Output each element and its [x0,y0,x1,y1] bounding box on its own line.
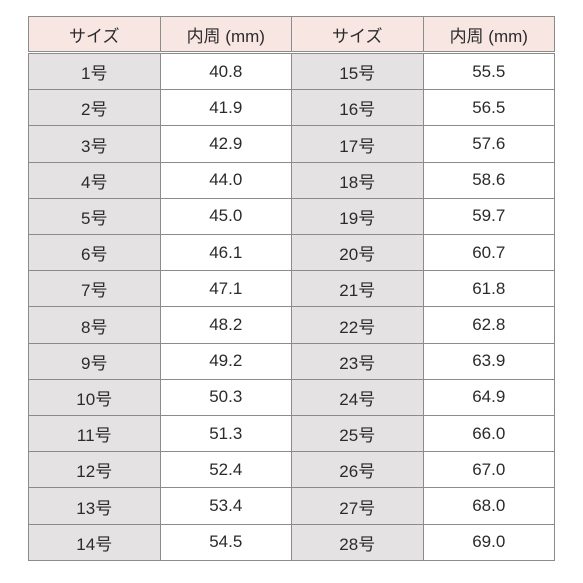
size-cell: 22号 [292,307,424,343]
ring-size-table: サイズ 内周 (mm) サイズ 内周 (mm) 1号40.815号55.52号4… [28,16,555,561]
size-cell: 15号 [292,53,424,90]
value-cell: 54.5 [160,524,292,560]
value-cell: 51.3 [160,416,292,452]
value-cell: 40.8 [160,53,292,90]
value-cell: 53.4 [160,488,292,524]
table-container: サイズ 内周 (mm) サイズ 内周 (mm) 1号40.815号55.52号4… [0,0,583,583]
value-cell: 60.7 [423,235,555,271]
value-cell: 62.8 [423,307,555,343]
size-cell: 1号 [29,53,161,90]
table-row: 10号50.324号64.9 [29,379,555,415]
value-cell: 55.5 [423,53,555,90]
value-cell: 66.0 [423,416,555,452]
size-cell: 2号 [29,90,161,126]
header-circ-1: 内周 (mm) [160,17,292,53]
table-row: 3号42.917号57.6 [29,126,555,162]
table-header: サイズ 内周 (mm) サイズ 内周 (mm) [29,17,555,53]
size-cell: 9号 [29,343,161,379]
size-cell: 18号 [292,162,424,198]
table-row: 12号52.426号67.0 [29,452,555,488]
size-cell: 25号 [292,416,424,452]
size-cell: 21号 [292,271,424,307]
value-cell: 64.9 [423,379,555,415]
size-cell: 10号 [29,379,161,415]
value-cell: 56.5 [423,90,555,126]
size-cell: 24号 [292,379,424,415]
size-cell: 26号 [292,452,424,488]
value-cell: 46.1 [160,235,292,271]
value-cell: 47.1 [160,271,292,307]
table-row: 2号41.916号56.5 [29,90,555,126]
value-cell: 67.0 [423,452,555,488]
value-cell: 49.2 [160,343,292,379]
size-cell: 4号 [29,162,161,198]
value-cell: 58.6 [423,162,555,198]
table-row: 13号53.427号68.0 [29,488,555,524]
size-cell: 20号 [292,235,424,271]
size-cell: 12号 [29,452,161,488]
size-cell: 16号 [292,90,424,126]
value-cell: 48.2 [160,307,292,343]
size-cell: 6号 [29,235,161,271]
table-row: 11号51.325号66.0 [29,416,555,452]
size-cell: 14号 [29,524,161,560]
header-size-1: サイズ [29,17,161,53]
size-cell: 3号 [29,126,161,162]
value-cell: 45.0 [160,198,292,234]
value-cell: 59.7 [423,198,555,234]
size-cell: 19号 [292,198,424,234]
header-row: サイズ 内周 (mm) サイズ 内周 (mm) [29,17,555,53]
value-cell: 61.8 [423,271,555,307]
value-cell: 50.3 [160,379,292,415]
size-cell: 11号 [29,416,161,452]
value-cell: 44.0 [160,162,292,198]
value-cell: 57.6 [423,126,555,162]
size-cell: 27号 [292,488,424,524]
table-row: 4号44.018号58.6 [29,162,555,198]
size-cell: 28号 [292,524,424,560]
table-row: 5号45.019号59.7 [29,198,555,234]
value-cell: 41.9 [160,90,292,126]
value-cell: 69.0 [423,524,555,560]
value-cell: 52.4 [160,452,292,488]
table-body: 1号40.815号55.52号41.916号56.53号42.917号57.64… [29,53,555,561]
value-cell: 63.9 [423,343,555,379]
value-cell: 68.0 [423,488,555,524]
header-size-2: サイズ [292,17,424,53]
table-row: 7号47.121号61.8 [29,271,555,307]
value-cell: 42.9 [160,126,292,162]
size-cell: 13号 [29,488,161,524]
table-row: 6号46.120号60.7 [29,235,555,271]
size-cell: 17号 [292,126,424,162]
size-cell: 5号 [29,198,161,234]
size-cell: 7号 [29,271,161,307]
size-cell: 8号 [29,307,161,343]
table-row: 8号48.222号62.8 [29,307,555,343]
table-row: 1号40.815号55.5 [29,53,555,90]
table-row: 9号49.223号63.9 [29,343,555,379]
table-row: 14号54.528号69.0 [29,524,555,560]
size-cell: 23号 [292,343,424,379]
header-circ-2: 内周 (mm) [423,17,555,53]
